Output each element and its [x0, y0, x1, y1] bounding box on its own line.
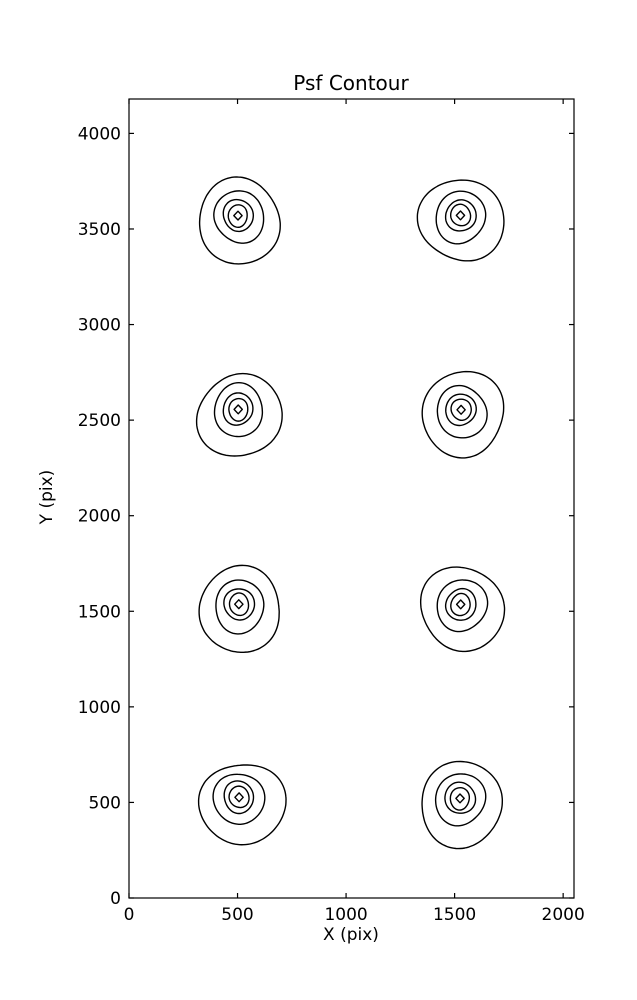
- contour-line: [444, 199, 477, 232]
- contour-line: [450, 592, 471, 617]
- contour-line: [444, 587, 477, 621]
- y-tick-label: 0: [110, 889, 121, 909]
- contour-line: [444, 781, 477, 814]
- y-tick-label: 500: [89, 793, 121, 813]
- y-tick-label: 4000: [78, 124, 121, 144]
- contour-line: [455, 599, 466, 610]
- plot-title: Psf Contour: [293, 71, 409, 95]
- contour-line: [436, 579, 489, 633]
- y-tick-label: 1500: [78, 602, 121, 622]
- contour-line: [449, 203, 472, 227]
- contour-line: [198, 176, 281, 265]
- contour-line: [215, 579, 265, 635]
- contour-line: [436, 384, 488, 439]
- contour-line: [416, 179, 505, 262]
- y-tick-label: 2500: [78, 411, 121, 431]
- x-tick-label: 1500: [433, 905, 476, 925]
- y-tick-label: 1000: [78, 698, 121, 718]
- contour-line: [228, 397, 249, 422]
- contour-line: [228, 785, 250, 809]
- contour-line: [223, 588, 256, 621]
- contour-line: [212, 773, 266, 825]
- contour-line: [450, 398, 472, 421]
- contour-line: [421, 370, 505, 459]
- y-axis-label: Y (pix): [37, 470, 57, 526]
- contour-line: [435, 190, 487, 245]
- x-axis-label: X (pix): [323, 925, 379, 945]
- contour-line: [233, 210, 243, 221]
- contour-line: [233, 404, 243, 415]
- contour-line: [455, 210, 466, 221]
- y-tick-label: 2000: [78, 507, 121, 527]
- x-tick-label: 2000: [542, 905, 585, 925]
- x-tick-label: 0: [124, 905, 135, 925]
- contour-line: [234, 599, 244, 610]
- contour-line: [449, 786, 471, 811]
- contour-line: [197, 764, 287, 846]
- contour-line: [195, 372, 283, 457]
- contour-line: [455, 793, 465, 804]
- contour-line: [198, 564, 280, 654]
- contour-line: [234, 792, 244, 803]
- x-tick-label: 500: [221, 905, 253, 925]
- contour-line: [222, 198, 255, 233]
- plot-render-layer: 0 500 1000 1500 2000 0 500 1000 1500 2000 2500 3000…: [78, 98, 585, 925]
- contour-line: [213, 382, 264, 438]
- plot-border: [128, 98, 575, 899]
- contour-line: [445, 393, 477, 427]
- y-tick-label: 3000: [78, 316, 121, 336]
- contour-line: [456, 404, 466, 415]
- contour-line: [227, 204, 248, 229]
- y-tick-label: 3500: [78, 220, 121, 240]
- contour-line: [228, 592, 250, 617]
- x-tick-label: 1000: [324, 905, 367, 925]
- contour-line: [421, 760, 504, 850]
- contour-line: [434, 773, 487, 827]
- contour-line: [222, 392, 254, 426]
- contour-line: [419, 566, 506, 653]
- contour-line: [223, 780, 255, 815]
- contour-line: [213, 190, 265, 244]
